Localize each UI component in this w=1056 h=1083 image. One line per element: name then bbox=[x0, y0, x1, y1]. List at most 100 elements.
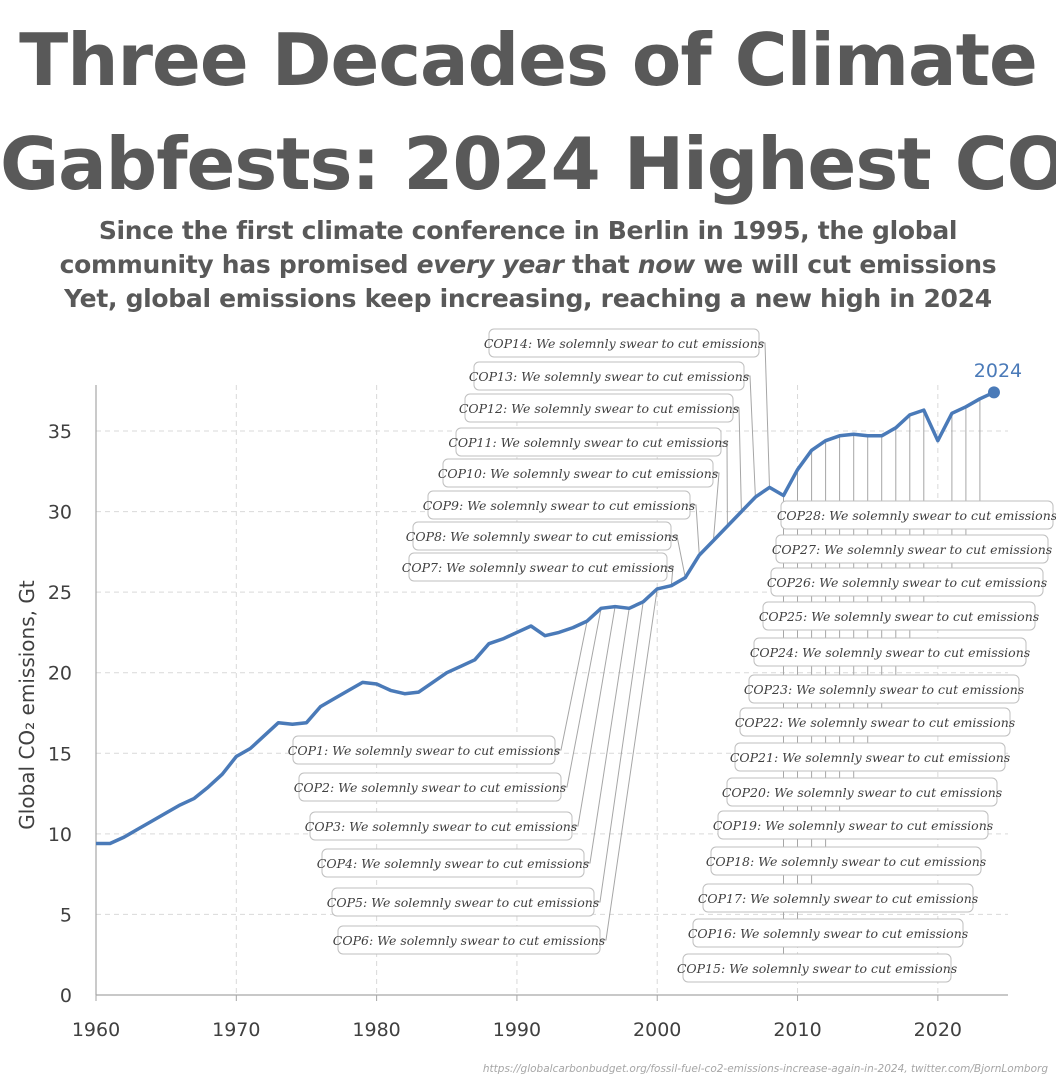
emissions-series-line bbox=[96, 390, 995, 846]
callout-box bbox=[726, 777, 998, 807]
end-point-marker bbox=[987, 386, 1000, 399]
callout-label: COP16: We solemnly swear to cut emission… bbox=[688, 926, 968, 941]
subtitle-line-1: Since the first climate conference in Be… bbox=[98, 216, 958, 245]
cop-callout: COP14: We solemnly swear to cut emission… bbox=[484, 328, 764, 358]
callout-leader-line bbox=[555, 621, 588, 751]
y-tick-label: 5 bbox=[60, 904, 72, 926]
callout-label: COP23: We solemnly swear to cut emission… bbox=[744, 682, 1024, 697]
y-tick-label: 35 bbox=[48, 421, 72, 443]
callout-label: COP15: We solemnly swear to cut emission… bbox=[677, 961, 957, 976]
cop-callout: COP7: We solemnly swear to cut emissions bbox=[402, 552, 674, 582]
y-axis-label: Global CO₂ emissions, Gt bbox=[15, 580, 39, 830]
cop-callout: COP10: We solemnly swear to cut emission… bbox=[438, 458, 718, 488]
callout-leader-line bbox=[712, 472, 720, 541]
callout-label: COP26: We solemnly swear to cut emission… bbox=[767, 575, 1047, 590]
y-tick-label: 0 bbox=[60, 985, 72, 1007]
callout-label: COP7: We solemnly swear to cut emissions bbox=[402, 560, 674, 575]
cop-callout: COP13: We solemnly swear to cut emission… bbox=[469, 361, 749, 391]
callout-leader-line bbox=[690, 504, 700, 556]
cop-callout: COP28: We solemnly swear to cut emission… bbox=[777, 500, 1056, 530]
subtitle-line-2: community has promised every year that n… bbox=[0, 248, 1056, 282]
subtitle-emphasis-every-year: every year bbox=[416, 250, 564, 279]
callout-box bbox=[408, 552, 668, 582]
axis-ticks: 0 5 10 15 20 25 30 35 1960 1970 1980 1990 2000 2010 20… bbox=[48, 421, 962, 1041]
callout-leader-line bbox=[561, 608, 602, 788]
callout-box bbox=[753, 637, 1027, 667]
cop-callout: COP24: We solemnly swear to cut emission… bbox=[750, 637, 1030, 667]
cop-callout: COP23: We solemnly swear to cut emission… bbox=[744, 674, 1024, 704]
cop-callout: COP25: We solemnly swear to cut emission… bbox=[759, 601, 1039, 631]
callout-label: COP4: We solemnly swear to cut emissions bbox=[317, 856, 589, 871]
callout-leader-line bbox=[744, 375, 756, 498]
cop-callout: COP16: We solemnly swear to cut emission… bbox=[688, 918, 968, 948]
callout-leader-line bbox=[721, 441, 728, 527]
subtitle-line-3: Yet, global emissions keep increasing, r… bbox=[64, 284, 992, 313]
callout-label: COP8: We solemnly swear to cut emissions bbox=[406, 529, 678, 544]
cop-callout: COP9: We solemnly swear to cut emissions bbox=[423, 490, 695, 520]
callout-label: COP19: We solemnly swear to cut emission… bbox=[713, 818, 993, 833]
source-note: https://globalcarbonbudget.org/fossil-fu… bbox=[483, 1063, 1048, 1075]
callout-box bbox=[337, 925, 601, 955]
callout-box bbox=[748, 674, 1020, 704]
cop-callout: COP4: We solemnly swear to cut emissions bbox=[317, 848, 589, 878]
chart-subtitle: Since the first climate conference in Be… bbox=[0, 214, 1056, 316]
cop-callout: COP3: We solemnly swear to cut emissions bbox=[305, 811, 577, 841]
callout-box bbox=[488, 328, 760, 358]
callout-box bbox=[734, 742, 1006, 772]
callout-box bbox=[473, 361, 745, 391]
callout-label: COP22: We solemnly swear to cut emission… bbox=[735, 715, 1015, 730]
callout-label: COP9: We solemnly swear to cut emissions bbox=[423, 498, 695, 513]
callout-label: COP1: We solemnly swear to cut emissions bbox=[288, 743, 560, 758]
callout-label: COP12: We solemnly swear to cut emission… bbox=[459, 401, 739, 416]
callout-box bbox=[309, 811, 573, 841]
cop-callout: COP5: We solemnly swear to cut emissions bbox=[327, 887, 599, 917]
cop-callout: COP17: We solemnly swear to cut emission… bbox=[698, 883, 978, 913]
end-point-label: 2024 bbox=[974, 360, 1022, 382]
callout-box bbox=[321, 848, 585, 878]
callout-label: COP6: We solemnly swear to cut emissions bbox=[333, 933, 605, 948]
callout-box bbox=[682, 953, 952, 983]
callout-box bbox=[710, 846, 982, 876]
cop-callout: COP21: We solemnly swear to cut emission… bbox=[730, 742, 1010, 772]
callout-label: COP14: We solemnly swear to cut emission… bbox=[484, 336, 764, 351]
callout-label: COP25: We solemnly swear to cut emission… bbox=[759, 609, 1039, 624]
callout-leader-line bbox=[594, 601, 644, 903]
callout-leader-line bbox=[572, 606, 616, 827]
callout-box bbox=[427, 490, 691, 520]
callout-leader-line bbox=[584, 608, 630, 864]
callout-label: COP27: We solemnly swear to cut emission… bbox=[772, 542, 1052, 557]
callout-label: COP5: We solemnly swear to cut emissions bbox=[327, 895, 599, 910]
callout-leader-line bbox=[671, 535, 686, 578]
cop-callout: COP22: We solemnly swear to cut emission… bbox=[735, 707, 1015, 737]
callout-label: COP17: We solemnly swear to cut emission… bbox=[698, 891, 978, 906]
callout-box bbox=[298, 772, 562, 802]
subtitle-emphasis-now: now bbox=[637, 250, 695, 279]
callout-box bbox=[717, 810, 989, 840]
callout-label: COP3: We solemnly swear to cut emissions bbox=[305, 819, 577, 834]
callout-box bbox=[770, 567, 1044, 597]
cop-callout: COP26: We solemnly swear to cut emission… bbox=[767, 567, 1047, 597]
y-tick-label: 30 bbox=[48, 502, 72, 524]
subtitle-line-2-part-a: community has promised bbox=[59, 250, 417, 279]
y-tick-label: 10 bbox=[48, 824, 72, 846]
x-tick-label: 2020 bbox=[914, 1019, 962, 1041]
cop-callouts: COP1: We solemnly swear to cut emissions… bbox=[288, 328, 1056, 983]
title-line-1: Three Decades of Climate bbox=[19, 18, 1038, 102]
callout-box bbox=[331, 887, 595, 917]
callout-label: COP20: We solemnly swear to cut emission… bbox=[722, 785, 1002, 800]
chart-axes bbox=[95, 385, 1008, 1001]
callout-box bbox=[775, 534, 1049, 564]
callout-label: COP2: We solemnly swear to cut emissions bbox=[294, 780, 566, 795]
callout-label: COP18: We solemnly swear to cut emission… bbox=[706, 854, 986, 869]
y-tick-label: 20 bbox=[48, 663, 72, 685]
callout-box bbox=[780, 500, 1054, 530]
cop-callout: COP2: We solemnly swear to cut emissions bbox=[294, 772, 566, 802]
callout-label: COP11: We solemnly swear to cut emission… bbox=[448, 435, 728, 450]
y-tick-label: 15 bbox=[48, 743, 72, 765]
callout-leader-line bbox=[600, 588, 658, 941]
callout-box bbox=[692, 918, 964, 948]
callout-leader-line bbox=[733, 407, 742, 512]
callout-box bbox=[412, 521, 672, 551]
cop-callout: COP18: We solemnly swear to cut emission… bbox=[706, 846, 986, 876]
